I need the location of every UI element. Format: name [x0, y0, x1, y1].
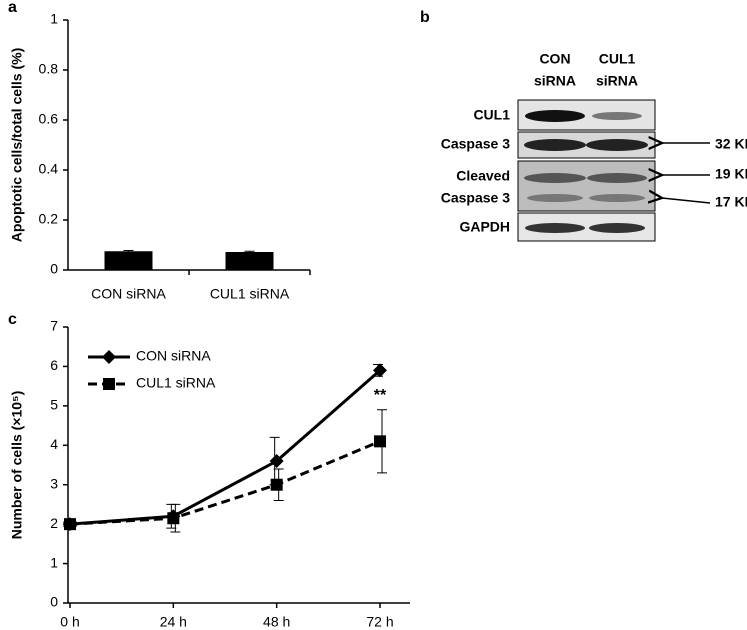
size-marker: 19 KD: [715, 166, 747, 182]
series-line: [69, 369, 381, 526]
series-line: [69, 439, 381, 526]
y-tick-label: 2: [50, 515, 58, 531]
lane-label: CON: [539, 51, 570, 67]
error-bar: [244, 250, 255, 253]
panel-label: a: [8, 0, 17, 16]
size-marker: 32 KD: [715, 136, 747, 152]
bar: [225, 252, 274, 270]
row-label: Cleaved: [456, 168, 510, 184]
y-tick-label: 0.8: [39, 61, 59, 77]
y-tick-label: 0: [50, 594, 58, 610]
y-tick-label: 6: [50, 357, 58, 373]
y-tick-label: 0.4: [39, 161, 59, 177]
marker: [269, 454, 284, 469]
blot-image: [517, 99, 711, 242]
marker: [167, 512, 180, 525]
error-bar: [123, 250, 134, 252]
y-tick-label: 0: [50, 261, 58, 277]
row-label: CUL1: [473, 107, 510, 123]
y-tick-label: 5: [50, 397, 58, 413]
lane-label: siRNA: [596, 73, 638, 89]
row-label: Caspase 3: [441, 136, 510, 152]
row-label: Caspase 3: [441, 190, 510, 206]
row-label: GAPDH: [459, 219, 510, 235]
x-tick-label: 0 h: [60, 614, 79, 630]
marker: [374, 435, 386, 448]
marker: [64, 518, 76, 531]
marker: [270, 478, 283, 491]
legend-label: CUL1 siRNA: [136, 375, 216, 391]
y-axis-label: Apoptotic cells/total cells (%): [9, 48, 25, 242]
size-marker: 17 KD: [715, 194, 747, 210]
marker: [373, 363, 387, 378]
x-tick-label: CON siRNA: [91, 286, 166, 302]
x-tick-label: 72 h: [366, 614, 393, 630]
bar: [104, 251, 153, 270]
y-tick-label: 1: [50, 11, 58, 27]
lane-label: CUL1: [599, 51, 636, 67]
legend-label: CON siRNA: [136, 348, 211, 364]
legend-marker: [103, 378, 115, 390]
y-tick-label: 0.2: [39, 211, 59, 227]
lane-label: siRNA: [534, 73, 576, 89]
annotation: **: [374, 387, 387, 404]
panel-label: c: [8, 311, 17, 328]
y-tick-label: 7: [50, 318, 58, 334]
panel-label: b: [420, 9, 430, 26]
x-tick-label: CUL1 siRNA: [210, 286, 290, 302]
legend-marker: [102, 350, 116, 364]
y-tick-label: 0.6: [39, 111, 59, 127]
y-tick-label: 1: [50, 554, 58, 570]
x-tick-label: 24 h: [160, 614, 187, 630]
y-tick-label: 4: [50, 436, 58, 452]
x-tick-label: 48 h: [263, 614, 290, 630]
y-axis-label: Number of cells (×10⁵): [9, 391, 25, 540]
y-tick-label: 3: [50, 475, 58, 491]
